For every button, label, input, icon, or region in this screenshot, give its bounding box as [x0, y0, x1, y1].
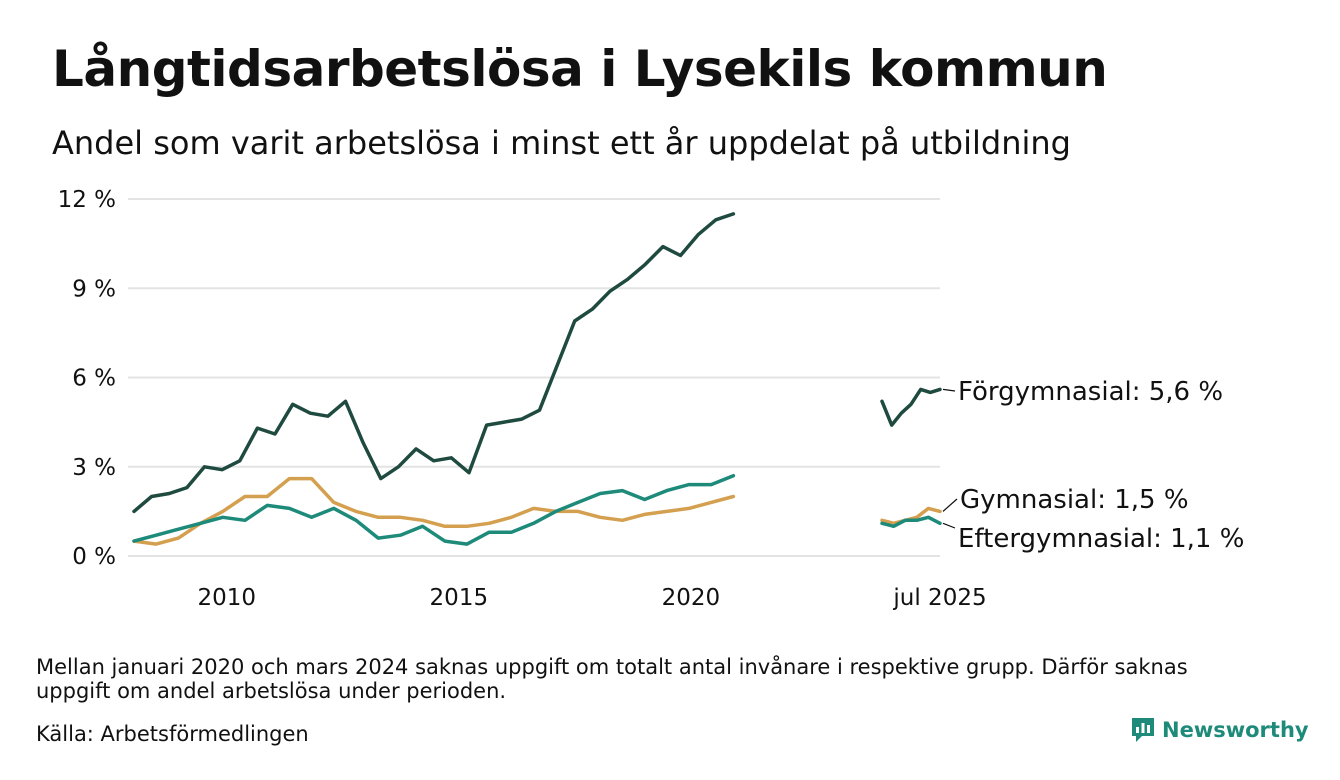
label-leader-line — [942, 388, 956, 392]
x-tick-label: 2010 — [198, 585, 257, 611]
y-tick-label: 12 % — [58, 187, 116, 213]
series-line-eftergymnasial-period1 — [132, 473, 736, 546]
source-label: Källa: Arbetsförmedlingen — [36, 722, 309, 746]
y-tick-label: 6 % — [72, 366, 116, 392]
chart-subtitle: Andel som varit arbetslösa i minst ett å… — [52, 124, 1071, 162]
chart-title: Långtidsarbetslösa i Lysekils kommun — [52, 40, 1108, 98]
y-tick-label: 3 % — [72, 455, 116, 481]
x-tick-label: 2015 — [430, 585, 489, 611]
footnote: Mellan januari 2020 och mars 2024 saknas… — [36, 655, 1188, 703]
series-line-gymnasial-period1 — [132, 476, 736, 546]
brand-logo: Newsworthy — [1130, 716, 1309, 744]
series-end-label-gymnasial: Gymnasial: 1,5 % — [960, 485, 1189, 515]
series-line-forgymnasial-period2 — [880, 387, 942, 427]
newsworthy-logo-icon — [1132, 718, 1154, 742]
x-tick-label: jul 2025 — [892, 585, 986, 611]
y-tick-label: 0 % — [72, 544, 116, 570]
brand-name: Newsworthy — [1162, 718, 1309, 742]
label-leader-line — [942, 522, 956, 529]
series-end-label-eftergymnasial: Eftergymnasial: 1,1 % — [958, 524, 1244, 554]
series-line-forgymnasial-period1 — [132, 212, 736, 514]
line-chart: 0 % 3 % 6 % 9 % 12 % 2010 2015 2020 jul 2025 Förg… — [58, 187, 1245, 611]
series-end-label-forgymnasial: Förgymnasial: 5,6 % — [958, 377, 1223, 407]
x-tick-label: 2020 — [662, 585, 721, 611]
label-leader-line — [942, 498, 958, 512]
y-tick-label: 9 % — [72, 276, 116, 302]
series-line-eftergymnasial-period2 — [880, 515, 942, 529]
